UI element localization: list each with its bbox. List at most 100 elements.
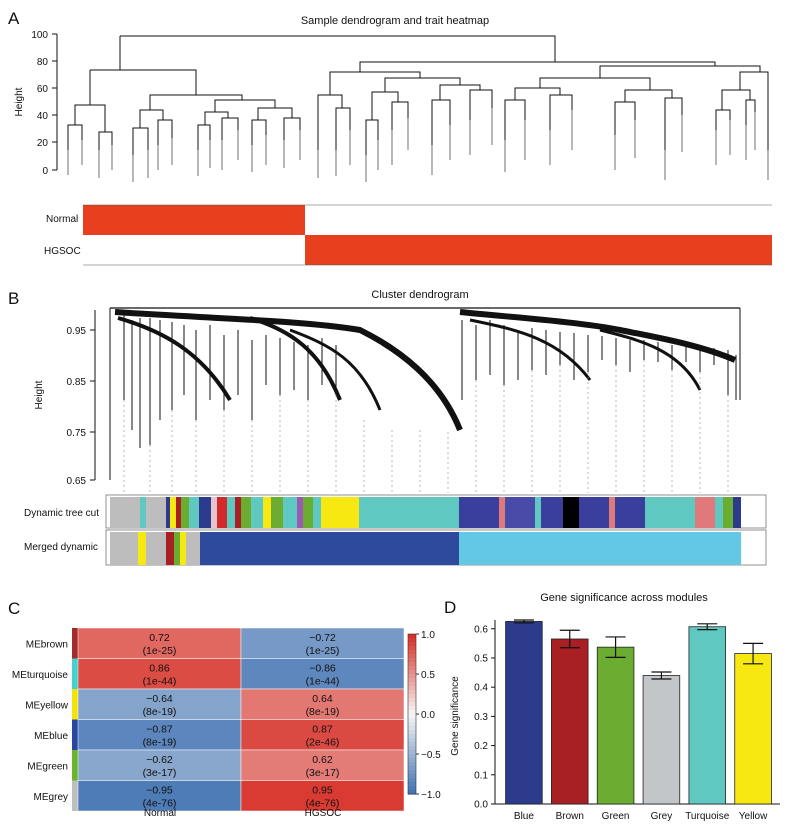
color-scale-segment	[408, 686, 416, 691]
panel-d-letter: D	[444, 598, 456, 617]
panel-b-letter: B	[8, 289, 19, 308]
color-scale-segment	[408, 682, 416, 687]
bar-grey	[642, 675, 681, 805]
panel-a-ylabel: Height	[14, 87, 25, 116]
module-row-label-merged: Merged dynamic	[24, 542, 98, 553]
chart-xtick-label: Yellow	[739, 811, 768, 822]
color-scale-segment	[408, 774, 416, 779]
heatmap-cell-value: 0.72	[149, 632, 170, 644]
trait-label-hgsoc: HGSOC	[44, 246, 81, 257]
color-scale-tick: 0.0	[421, 710, 435, 721]
module-trait-heatmap: MEbrown0.72(1e-25)−0.72(1e-25)MEturquois…	[12, 627, 441, 812]
color-scale-segment	[408, 658, 416, 663]
panel-b-ytick: 0.95	[67, 326, 87, 337]
chart-ytick-label: 0.4	[474, 683, 488, 694]
heatmap-cell	[240, 688, 405, 720]
panel-a-ytick: 60	[37, 84, 49, 95]
heatmap-cell	[77, 780, 242, 812]
color-scale-segment	[408, 718, 416, 723]
color-scale-segment	[408, 746, 416, 751]
color-scale-segment	[408, 662, 416, 667]
heatmap-cell-pvalue: (1e-25)	[306, 645, 340, 657]
panel-a-ytick: 100	[31, 30, 48, 41]
color-scale-segment	[408, 758, 416, 763]
chart-ytick-label: 0.2	[474, 741, 488, 752]
heatmap-cell-value: −0.64	[146, 693, 173, 705]
panel-a-ytick: 80	[37, 57, 49, 68]
color-scale-segment	[408, 702, 416, 707]
color-scale-segment	[408, 666, 416, 671]
heatmap-cell-pvalue: (8e-19)	[306, 706, 340, 718]
module-row-label-dynamic: Dynamic tree cut	[24, 508, 99, 519]
dendrogram-leaf-guides	[123, 360, 729, 493]
color-scale-segment	[408, 646, 416, 651]
heatmap-cell-value: 0.95	[312, 785, 333, 797]
heatmap-cell-pvalue: (8e-19)	[143, 706, 177, 718]
panel-b-ytick: 0.65	[67, 476, 87, 487]
heatmap-cell	[240, 749, 405, 781]
heatmap-cell-value: 0.86	[149, 663, 170, 675]
color-scale-segment	[408, 750, 416, 755]
heatmap-cell-value: −0.86	[309, 663, 336, 675]
bar-brown	[551, 638, 589, 805]
panel-b-y-axis	[90, 310, 96, 481]
module-swatch	[72, 719, 78, 750]
color-scale-segment	[408, 654, 416, 659]
module-swatch	[72, 628, 78, 659]
chart-ytick-label: 0.3	[474, 712, 488, 723]
color-scale-tick: 1.0	[421, 630, 435, 641]
module-swatch	[72, 689, 78, 720]
sample-dendrogram	[67, 35, 769, 155]
heatmap-row-label: MEbrown	[26, 639, 68, 650]
color-scale-segment	[408, 762, 416, 767]
bar-turquoise	[688, 626, 726, 805]
sample-dendrogram-leaves	[67, 108, 769, 182]
module-color-bars	[105, 494, 767, 566]
heatmap-row-label: MEgrey	[34, 792, 68, 803]
trait-heatmap	[83, 204, 772, 266]
color-scale-segment	[408, 734, 416, 739]
chart-xtick-label: Brown	[556, 811, 584, 822]
heatmap-cell-pvalue: (1e-25)	[143, 645, 177, 657]
color-scale-segment	[408, 722, 416, 727]
bar-blue	[505, 621, 543, 805]
heatmap-cell-value: 0.87	[312, 724, 333, 736]
heatmap-cell-pvalue: (1e-44)	[306, 676, 340, 688]
heatmap-cell-value: −0.62	[146, 754, 173, 766]
module-swatch	[72, 780, 78, 811]
chart-xtick-label: Green	[602, 811, 630, 822]
color-scale-segment	[408, 766, 416, 771]
color-scale-segment	[408, 674, 416, 679]
color-scale-segment	[408, 778, 416, 783]
color-scale-tick: −1.0	[421, 790, 441, 801]
color-scale-segment	[408, 678, 416, 683]
heatmap-cell-pvalue: (3e-17)	[306, 767, 340, 779]
color-scale-segment	[408, 786, 416, 791]
chart-ylabel: Gene significance	[450, 676, 461, 756]
color-scale-tick: 0.5	[421, 670, 435, 681]
heatmap-cell	[77, 627, 242, 659]
gene-cluster-dendrogram	[109, 307, 741, 475]
panel-a-ytick: 0	[42, 166, 48, 177]
gene-significance-bar-chart: 0.0 0.1 0.2 0.3 0.4 0.5 0.6 Blue Brown Green Grey T…	[474, 619, 780, 822]
gene-cluster-dendrogram-spikes	[109, 315, 737, 480]
module-swatch	[72, 750, 78, 781]
heatmap-cell-pvalue: (4e-76)	[143, 798, 177, 810]
chart-ytick-label: 0.6	[474, 624, 488, 635]
heatmap-cell-pvalue: (3e-17)	[143, 767, 177, 779]
heatmap-cell-value: −0.72	[309, 632, 336, 644]
panel-a-letter: A	[8, 9, 20, 28]
color-scale-segment	[408, 710, 416, 715]
panel-c-letter: C	[8, 599, 20, 618]
color-scale-segment	[408, 770, 416, 775]
heatmap-cell-pvalue: (2e-46)	[306, 737, 340, 749]
panel-a-ytick: 40	[37, 111, 49, 122]
panel-a-ytick: 20	[37, 138, 49, 149]
color-scale-segment	[408, 738, 416, 743]
module-swatch	[72, 658, 78, 689]
color-scale-segment	[408, 698, 416, 703]
color-scale-segment	[408, 650, 416, 655]
panel-a-y-axis	[52, 33, 58, 171]
heatmap-cell-value: 0.62	[312, 754, 333, 766]
